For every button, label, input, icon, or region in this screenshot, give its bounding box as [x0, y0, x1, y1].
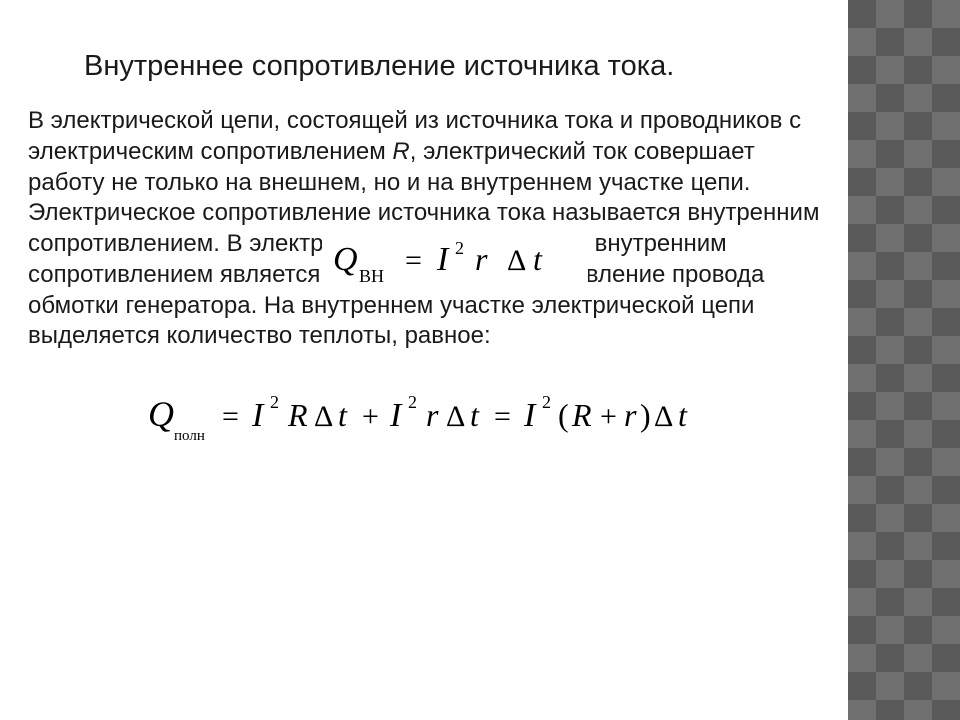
formula1-svg: Q BH = I 2 r Δ t	[327, 232, 583, 288]
slide-content: Внутреннее сопротивление источника тока.…	[0, 0, 848, 720]
f2-I3: I	[523, 397, 537, 434]
f2-I3sup: 2	[542, 392, 551, 412]
formula-total-heat-wrap: Q полн = I 2 R Δ t + I 2 r Δ t = I 2	[28, 386, 820, 446]
f2-d1: Δ	[314, 400, 333, 433]
f1-Qsub: BH	[359, 266, 384, 286]
f2-t3: t	[678, 397, 688, 433]
f2-eq1: =	[222, 400, 239, 433]
f2-r1: r	[426, 397, 439, 433]
f1-Isup: 2	[455, 238, 464, 258]
f2-plus1: +	[362, 400, 379, 433]
f1-r: r	[475, 241, 488, 277]
f2-r2: r	[624, 397, 637, 433]
decorative-diamond-strip	[848, 0, 960, 720]
f2-I2: I	[389, 397, 403, 434]
f2-d2: Δ	[446, 400, 465, 433]
f2-I1sup: 2	[270, 392, 279, 412]
f2-R1: R	[287, 397, 308, 433]
f1-delta: Δ	[507, 244, 526, 277]
formula-total-heat: Q полн = I 2 R Δ t + I 2 r Δ t = I 2	[144, 386, 704, 446]
f2-Q: Q	[148, 394, 174, 434]
formula-internal-heat: Q BH = I 2 r Δ t	[322, 228, 588, 292]
f2-eq2: =	[494, 400, 511, 433]
f2-plus2: +	[600, 400, 617, 433]
f2-rpar: )	[640, 397, 651, 433]
f2-I2sup: 2	[408, 392, 417, 412]
f2-R2: R	[571, 397, 592, 433]
page-root: Внутреннее сопротивление источника тока.…	[0, 0, 960, 720]
f1-I: I	[436, 241, 450, 278]
f1-eq: =	[405, 244, 422, 277]
f2-t2: t	[470, 397, 480, 433]
page-title: Внутреннее сопротивление источника тока.	[28, 48, 820, 84]
f2-d3: Δ	[654, 400, 673, 433]
f1-Q: Q	[333, 241, 358, 278]
f2-t1: t	[338, 397, 348, 433]
f2-Qsub: полн	[174, 428, 205, 444]
body-paragraph: В электрической цепи, состоящей из источ…	[28, 106, 820, 352]
f2-lpar: (	[558, 397, 569, 433]
f1-t: t	[533, 241, 543, 277]
f2-I1: I	[251, 397, 265, 434]
